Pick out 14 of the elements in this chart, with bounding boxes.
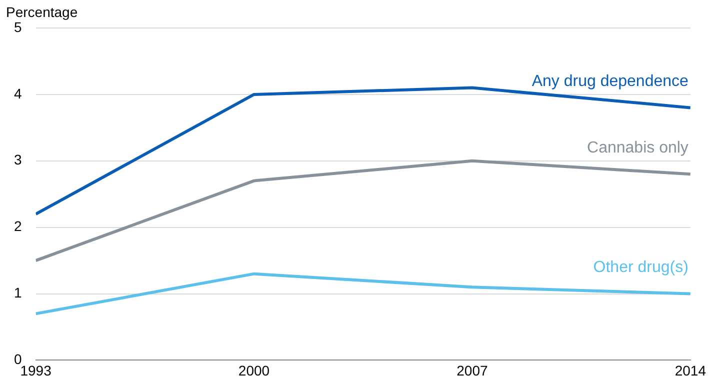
x-tick-label: 2014 [674,362,706,378]
x-tick-label: 1993 [20,362,52,378]
series-label: Other drug(s) [593,259,688,276]
y-tick-label: 3 [14,152,22,168]
y-tick-label: 2 [14,218,22,234]
series-label: Cannabis only [587,140,688,157]
y-axis-title: Percentage [6,4,78,20]
y-tick-label: 1 [14,284,22,301]
y-tick-label: 0 [14,351,22,368]
y-tick-label: 4 [14,85,22,102]
x-tick-label: 2007 [456,362,488,378]
y-tick-label: 5 [14,18,22,35]
series-label: Any drug dependence [532,73,689,90]
x-tick-label: 2000 [238,362,270,378]
